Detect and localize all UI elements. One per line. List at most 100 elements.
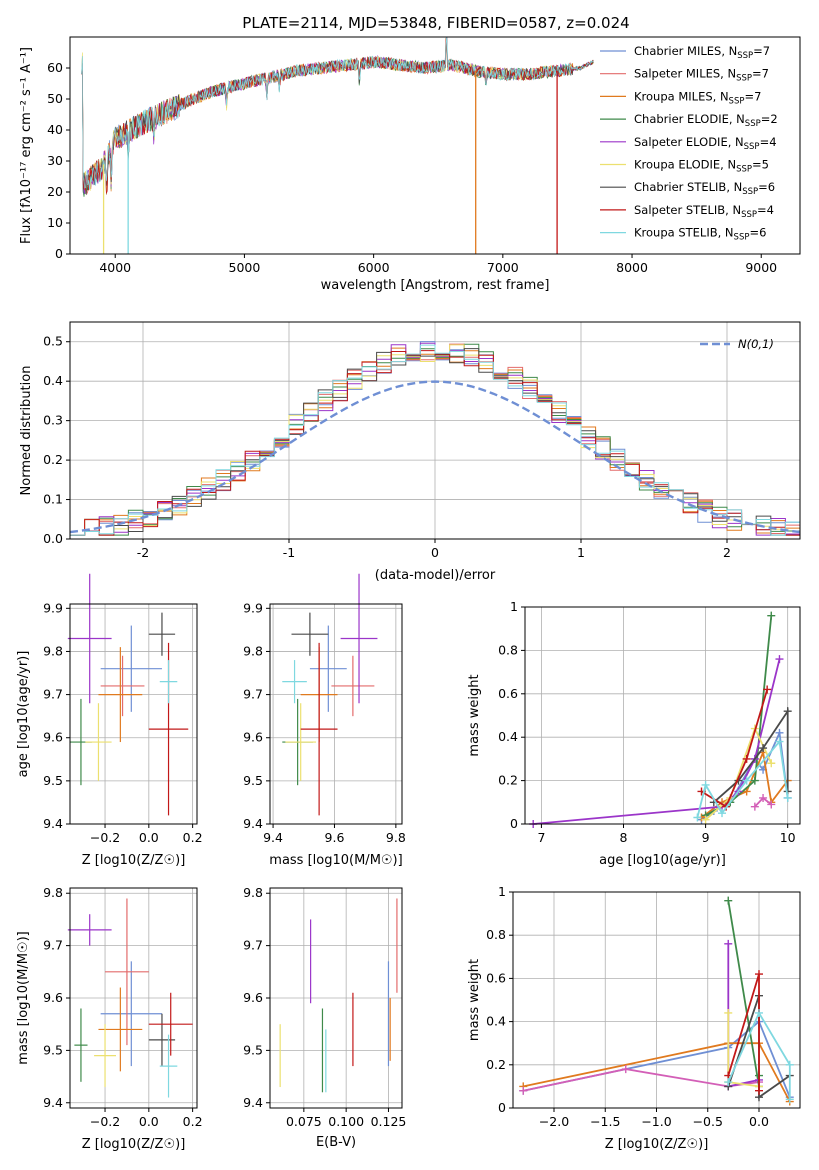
- mass-weight-point-marker: [621, 1065, 630, 1074]
- legend-label-sub: SSP: [745, 119, 761, 129]
- mass-weight-point-marker: [742, 776, 751, 785]
- legend-label-tail: =5: [752, 158, 769, 172]
- y-tick-label: 9.8: [43, 643, 63, 658]
- mass-weight-point-marker: [775, 737, 784, 746]
- legend-label-tail: =4: [760, 135, 777, 149]
- mass-weight-point-marker: [755, 1086, 763, 1095]
- massweight-vs-age-panel: 7 8 9 10 0 0.2 0.4 0.6 0.8 1 age [log10(age/yr)] ma…: [467, 599, 801, 868]
- y-axis-label: Flux [fλ10⁻¹⁷ erg cm⁻² s⁻¹ A⁻¹]: [19, 47, 34, 244]
- x-tick-label: 5000: [229, 260, 261, 275]
- x-tick-label: 0.2: [183, 830, 203, 845]
- axes-frame: [69, 887, 198, 1109]
- x-tick-label: −0.2: [90, 830, 120, 845]
- legend-label-tail: =4: [757, 203, 774, 217]
- x-tick-label: −2.0: [539, 1114, 569, 1129]
- mass-weight-point-marker: [724, 896, 733, 905]
- y-tick-label: 9.5: [243, 1042, 263, 1057]
- x-tick-label: 0.0: [139, 1114, 159, 1129]
- legend-label-main: Salpeter MILES, N: [634, 67, 736, 81]
- y-tick-label: 9.6: [243, 990, 263, 1005]
- y-tick-label: 0: [498, 1100, 506, 1115]
- y-tick-label: 1: [510, 599, 518, 614]
- x-tick-label: 0.075: [286, 1114, 322, 1129]
- mass-weight-point-marker: [785, 1060, 794, 1069]
- y-tick-label: 9.5: [243, 773, 263, 788]
- x-tick-label: 9.6: [325, 830, 345, 845]
- y-tick-label: 9.5: [43, 773, 63, 788]
- axes-frame: [512, 891, 801, 1109]
- x-axis-label: Z [log10(Z/Z☉)]: [82, 1137, 186, 1152]
- mass-weight-point-marker: [759, 744, 768, 753]
- y-tick-label: 9.7: [243, 687, 263, 702]
- x-tick-label: 9.4: [263, 830, 283, 845]
- mass-weight-series-line: [727, 1011, 791, 1100]
- x-tick-label: -1: [283, 545, 295, 560]
- legend-label-main: Chabrier STELIB, N: [634, 180, 742, 194]
- axes-frame: [524, 606, 801, 825]
- y-tick-label: 9.8: [43, 885, 63, 900]
- legend-label-main: Salpeter ELODIE, N: [634, 135, 744, 149]
- residual-histogram-step: [70, 344, 800, 536]
- y-tick-label: 9.8: [243, 885, 263, 900]
- y-tick-label: 0.0: [43, 531, 63, 546]
- mass-weight-point-marker: [750, 802, 759, 811]
- legend-label-main: Kroupa ELODIE, N: [634, 158, 736, 172]
- mass-weight-point-marker: [755, 970, 763, 979]
- legend-label-main: Kroupa MILES, N: [634, 89, 729, 103]
- y-tick-label: 0: [55, 246, 63, 261]
- age-vs-mass-panel: 9.4 9.6 9.8 9.4 9.5 9.6 9.7 9.8 9.9 mass [log10(M…: [243, 573, 406, 868]
- y-tick-label: 0.8: [498, 642, 518, 657]
- legend-label: Chabrier ELODIE, NSSP=2: [634, 112, 778, 129]
- y-tick-label: 9.6: [43, 990, 63, 1005]
- y-tick-label: 9.6: [243, 730, 263, 745]
- age-vs-z-panel: −0.2 0.0 0.2 9.4 9.5 9.6 9.7 9.8 9.9 Z [log10(Z/Z…: [16, 573, 203, 868]
- y-axis-label: mass weight: [467, 959, 482, 1041]
- x-tick-label: 0.0: [749, 1114, 769, 1129]
- y-tick-label: 9.7: [243, 938, 263, 953]
- y-tick-label: 9.8: [243, 643, 263, 658]
- mass-weight-point-marker: [701, 780, 710, 789]
- legend-label: Chabrier MILES, NSSP=7: [634, 44, 770, 61]
- legend-label-main: Chabrier MILES, N: [634, 44, 737, 58]
- x-tick-label: 10: [780, 830, 796, 845]
- x-tick-label: 8: [620, 830, 628, 845]
- axes-frame: [69, 603, 198, 825]
- y-tick-label: 0.4: [498, 729, 518, 744]
- x-tick-label: −0.2: [90, 1114, 120, 1129]
- legend-label-main: Kroupa STELIB, N: [634, 226, 734, 240]
- axes-frame: [69, 321, 801, 540]
- x-axis-label: E(B-V): [316, 1135, 356, 1150]
- x-axis-label: (data-model)/error: [375, 568, 496, 583]
- legend-label-sub: SSP: [737, 51, 753, 61]
- y-axis-label: mass [log10(M/M☉)]: [16, 931, 31, 1064]
- x-tick-label: 9.8: [386, 830, 406, 845]
- x-tick-label: 2: [723, 545, 731, 560]
- mass-weight-point-marker: [724, 1008, 733, 1017]
- mass-weight-series-line: [533, 658, 781, 825]
- x-tick-label: 0.125: [371, 1114, 407, 1129]
- y-tick-label: 9.4: [43, 816, 63, 831]
- y-tick-label: 40: [47, 122, 63, 137]
- legend-label: Kroupa STELIB, NSSP=6: [634, 226, 766, 243]
- y-tick-label: 9.9: [43, 600, 63, 615]
- y-tick-label: 0.8: [486, 927, 506, 942]
- x-tick-label: 7000: [487, 260, 519, 275]
- x-tick-label: 0.100: [328, 1114, 364, 1129]
- legend-label-sub: SSP: [736, 74, 752, 84]
- axes-frame: [69, 36, 801, 255]
- x-tick-label: 6000: [358, 260, 390, 275]
- legend-label-sub: SSP: [734, 233, 750, 243]
- x-tick-label: 9000: [745, 260, 777, 275]
- x-axis-label: mass [log10(M/M☉)]: [269, 853, 402, 868]
- x-tick-label: 0.0: [139, 830, 159, 845]
- x-tick-label: 0: [431, 545, 439, 560]
- figure-title: PLATE=2114, MJD=53848, FIBERID=0587, z=0…: [242, 14, 629, 32]
- y-tick-label: 0.1: [43, 492, 63, 507]
- y-tick-label: 0.2: [43, 452, 63, 467]
- x-axis-label: Z [log10(Z/Z☉)]: [82, 853, 186, 868]
- y-axis-label: Normed distribution: [19, 366, 34, 496]
- mass-weight-point-marker: [755, 1008, 763, 1017]
- legend-label-sub: SSP: [736, 165, 752, 175]
- y-tick-label: 60: [47, 60, 63, 75]
- x-tick-label: −1.0: [641, 1114, 671, 1129]
